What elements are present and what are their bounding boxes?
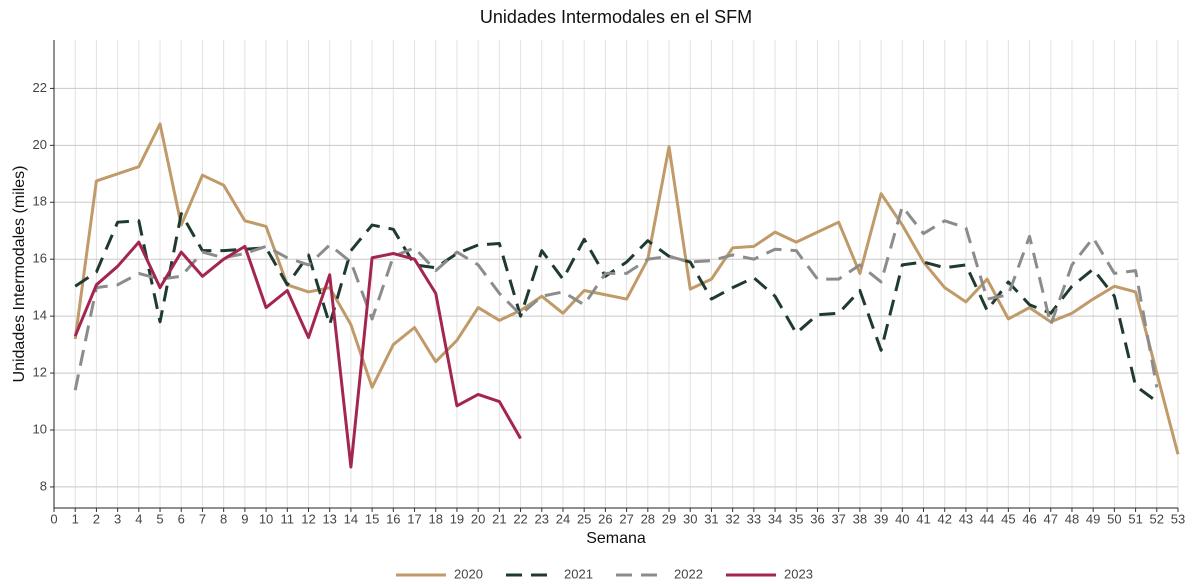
x-tick-label: 10 <box>259 511 273 526</box>
x-tick-label: 5 <box>156 511 163 526</box>
x-tick-label: 22 <box>513 511 527 526</box>
chart-title: Unidades Intermodales en el SFM <box>480 7 752 27</box>
x-tick-label: 21 <box>492 511 506 526</box>
x-tick-label: 25 <box>577 511 591 526</box>
x-tick-label: 8 <box>220 511 227 526</box>
x-tick-label: 13 <box>322 511 336 526</box>
x-tick-label: 9 <box>241 511 248 526</box>
x-tick-label: 50 <box>1107 511 1121 526</box>
x-tick-label: 38 <box>853 511 867 526</box>
y-axis-label: Unidades Intermodales (miles) <box>11 166 28 383</box>
x-tick-label: 51 <box>1128 511 1142 526</box>
x-tick-label: 45 <box>1001 511 1015 526</box>
x-tick-label: 34 <box>768 511 782 526</box>
x-tick-label: 35 <box>789 511 803 526</box>
x-tick-label: 36 <box>810 511 824 526</box>
x-tick-label: 14 <box>344 511 358 526</box>
x-tick-label: 37 <box>831 511 845 526</box>
x-axis-label: Semana <box>586 530 646 547</box>
x-tick-label: 43 <box>959 511 973 526</box>
series-line <box>73 240 522 469</box>
x-tick-label: 24 <box>556 511 570 526</box>
x-tick-label: 40 <box>895 511 909 526</box>
x-tick-label: 2 <box>93 511 100 526</box>
x-tick-label: 11 <box>281 511 295 526</box>
x-tick-label: 26 <box>598 511 612 526</box>
x-tick-label: 41 <box>916 511 930 526</box>
y-tick-label: 18 <box>33 194 47 209</box>
y-tick-label: 16 <box>33 251 47 266</box>
x-tick-label: 15 <box>365 511 379 526</box>
x-tick-label: 32 <box>725 511 739 526</box>
y-tick-label: 14 <box>33 308 47 323</box>
x-tick-label: 30 <box>683 511 697 526</box>
legend-label: 2022 <box>674 566 703 581</box>
legend-label: 2020 <box>454 566 483 581</box>
series-line <box>73 205 1159 391</box>
y-tick-label: 12 <box>33 365 47 380</box>
legend-label: 2023 <box>784 566 813 581</box>
x-tick-label: 20 <box>471 511 485 526</box>
x-tick-label: 12 <box>301 511 315 526</box>
x-tick-label: 52 <box>1150 511 1164 526</box>
x-tick-label: 6 <box>178 511 185 526</box>
x-tick-label: 42 <box>937 511 951 526</box>
x-tick-label: 29 <box>662 511 676 526</box>
x-tick-label: 17 <box>407 511 421 526</box>
y-tick-label: 10 <box>33 421 47 436</box>
x-tick-label: 0 <box>50 511 57 526</box>
x-tick-label: 28 <box>641 511 655 526</box>
x-tick-label: 18 <box>429 511 443 526</box>
x-tick-label: 27 <box>619 511 633 526</box>
x-tick-label: 47 <box>1044 511 1058 526</box>
x-tick-label: 31 <box>704 511 718 526</box>
x-tick-label: 53 <box>1171 511 1185 526</box>
series-line <box>73 122 1180 455</box>
x-tick-label: 23 <box>535 511 549 526</box>
x-tick-label: 49 <box>1086 511 1100 526</box>
y-tick-label: 8 <box>40 478 47 493</box>
x-tick-label: 7 <box>199 511 206 526</box>
legend-label: 2021 <box>564 566 593 581</box>
x-tick-label: 46 <box>1022 511 1036 526</box>
x-tick-label: 4 <box>135 511 142 526</box>
x-tick-label: 19 <box>450 511 464 526</box>
x-tick-label: 39 <box>874 511 888 526</box>
x-tick-label: 16 <box>386 511 400 526</box>
x-tick-label: 3 <box>114 511 121 526</box>
x-tick-label: 33 <box>747 511 761 526</box>
x-tick-label: 1 <box>72 511 79 526</box>
x-tick-label: 44 <box>980 511 994 526</box>
y-tick-label: 22 <box>33 80 47 95</box>
x-tick-label: 48 <box>1065 511 1079 526</box>
y-tick-label: 20 <box>33 137 47 152</box>
